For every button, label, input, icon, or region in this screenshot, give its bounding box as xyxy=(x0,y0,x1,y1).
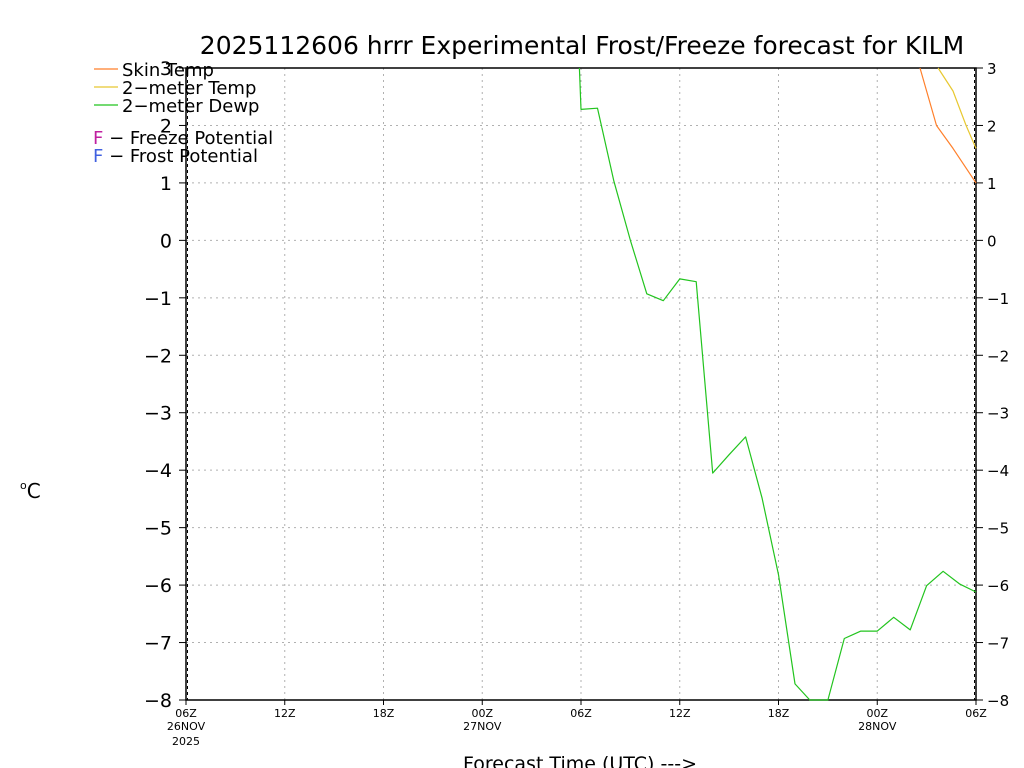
y-tick-label-right: 2 xyxy=(987,117,997,135)
x-tick-label: 00Z xyxy=(866,707,888,720)
y-tick-label-left: −4 xyxy=(144,460,172,482)
x-tick-label: 06Z xyxy=(570,707,592,720)
y-tick-label-left: 0 xyxy=(160,230,172,252)
y-axis-label-unit: C xyxy=(27,479,41,503)
y-tick-label-left: 3 xyxy=(160,58,172,80)
y-tick-label-right: −5 xyxy=(987,520,1009,538)
y-tick-label-left: −2 xyxy=(144,345,172,367)
y-tick-label-right: −8 xyxy=(987,692,1009,710)
x-tick-label: 00Z xyxy=(471,707,493,720)
x-tick-label: 06Z xyxy=(175,707,197,720)
y-axis-label: oC xyxy=(20,479,41,503)
y-tick-label-right: −7 xyxy=(987,635,1009,653)
series-line-2-meter-temp xyxy=(937,67,977,149)
x-tick-date: 27NOV xyxy=(463,720,502,733)
y-tick-label-right: −1 xyxy=(987,290,1009,308)
x-tick-label: 18Z xyxy=(373,707,395,720)
y-tick-label-left: −7 xyxy=(144,633,172,655)
grid-lines xyxy=(186,68,976,700)
y-tick-label-right: 3 xyxy=(987,60,997,78)
y-axis-label-degree: o xyxy=(20,479,27,492)
y-tick-label-left: −6 xyxy=(144,575,172,597)
potential-legend-label: − Freeze Potential xyxy=(103,128,273,149)
x-tick-date: 28NOV xyxy=(858,720,897,733)
x-tick-label: 06Z xyxy=(965,707,987,720)
y-tick-label-left: −8 xyxy=(144,690,172,712)
x-tick-label: 18Z xyxy=(768,707,790,720)
y-tick-label-right: −6 xyxy=(987,577,1009,595)
x-tick-label: 12Z xyxy=(274,707,296,720)
plot-frame xyxy=(185,67,977,701)
y-tick-label-left: 2 xyxy=(160,115,172,137)
y-tick-label-left: 1 xyxy=(160,173,172,195)
potential-legend-entry: F − Frost Potential xyxy=(93,146,258,167)
chart-title: 2025112606 hrrr Experimental Frost/Freez… xyxy=(200,31,964,60)
x-tick-date: 26NOV xyxy=(167,720,206,733)
legend-label: 2−meter Temp xyxy=(122,78,256,99)
series-line-2-meter-dewp xyxy=(578,67,977,701)
legend-label: Skin Temp xyxy=(122,60,214,81)
potential-legend-letter: F xyxy=(93,128,103,149)
potential-legend-entry: F − Freeze Potential xyxy=(93,128,273,149)
y-tick-label-right: −4 xyxy=(987,462,1009,480)
y-tick-label-right: 0 xyxy=(987,232,997,250)
potential-legend-letter: F xyxy=(93,146,103,167)
y-tick-label-left: −1 xyxy=(144,288,172,310)
y-tick-label-right: −2 xyxy=(987,347,1009,365)
y-tick-label-left: −3 xyxy=(144,403,172,425)
legend-label: 2−meter Dewp xyxy=(122,96,259,117)
x-tick-label: 12Z xyxy=(669,707,691,720)
y-tick-label-right: −3 xyxy=(987,405,1009,423)
x-axis-label: Forecast Time (UTC) ---> xyxy=(463,753,697,768)
y-axis-left: 3 2 1 0 −1 −2 −3 −4 −5 −6 −7 −8 xyxy=(144,58,186,712)
y-axis-right: 3 2 1 0 −1 −2 −3 −4 −5 −6 −7 −8 xyxy=(976,60,1009,710)
x-tick-year: 2025 xyxy=(172,735,200,748)
plot-border xyxy=(185,67,977,701)
y-tick-label-left: −5 xyxy=(144,518,172,540)
y-tick-label-right: 1 xyxy=(987,175,997,193)
series-line-skin-temp xyxy=(919,67,977,184)
series-lines xyxy=(578,67,977,701)
potential-legend-label: − Frost Potential xyxy=(103,146,258,167)
